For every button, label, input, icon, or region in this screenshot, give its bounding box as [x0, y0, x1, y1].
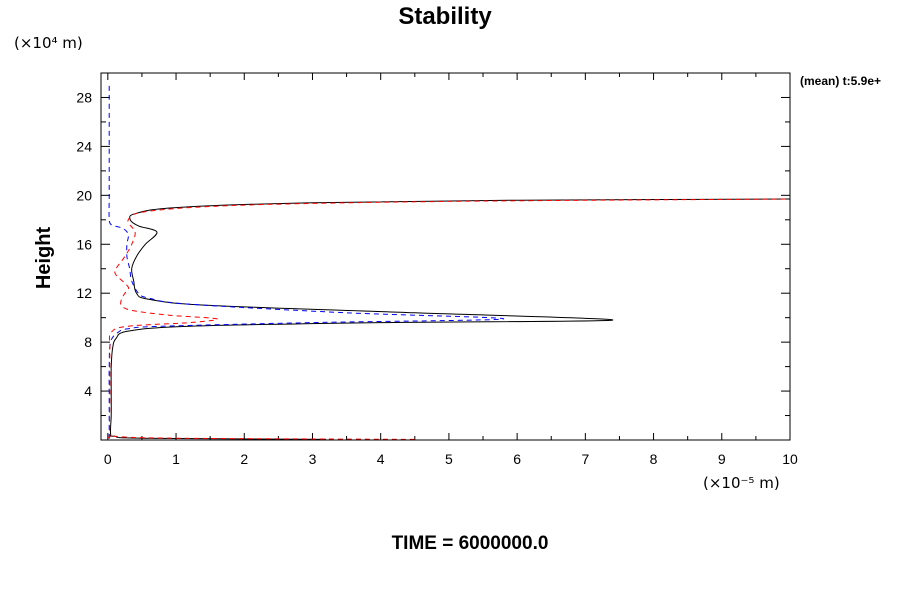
x-tick-label: 1: [172, 451, 180, 467]
x-tick-label: 7: [581, 451, 589, 467]
x-tick-label: 0: [104, 451, 112, 467]
series-line-dashed-blue: [108, 85, 505, 439]
time-label: TIME = 6000000.0: [392, 533, 549, 554]
plot-frame: [100, 72, 791, 441]
x-tick-label: 6: [513, 451, 521, 467]
x-tick-label: 8: [650, 451, 658, 467]
y-tick-label: 8: [84, 334, 92, 350]
series-group: [107, 85, 791, 440]
x-tick-label: 9: [718, 451, 726, 467]
x-tick-label: 3: [309, 451, 317, 467]
x-tick-label: 2: [240, 451, 248, 467]
series-line-solid-black: [109, 198, 791, 440]
y-tick-label: 16: [76, 236, 92, 252]
x-tick-label: 10: [782, 451, 798, 467]
y-tick-label: 4: [84, 383, 92, 399]
x-tick-label: 5: [445, 451, 453, 467]
y-tick-label: 28: [76, 89, 92, 105]
x-unit-label: (×10⁻⁵ m): [703, 474, 780, 492]
legend-mean: (mean) t:5.9e+: [800, 74, 881, 88]
y-tick-label: 24: [76, 138, 92, 154]
series-line-dashed-red: [107, 198, 791, 440]
chart-title: Stability: [398, 3, 492, 30]
y-unit-label: (×10⁴ m): [14, 34, 83, 52]
x-tick-label: 4: [377, 451, 385, 467]
y-tick-label: 12: [76, 285, 92, 301]
y-tick-label: 20: [76, 187, 92, 203]
y-axis-label: Height: [33, 227, 55, 290]
